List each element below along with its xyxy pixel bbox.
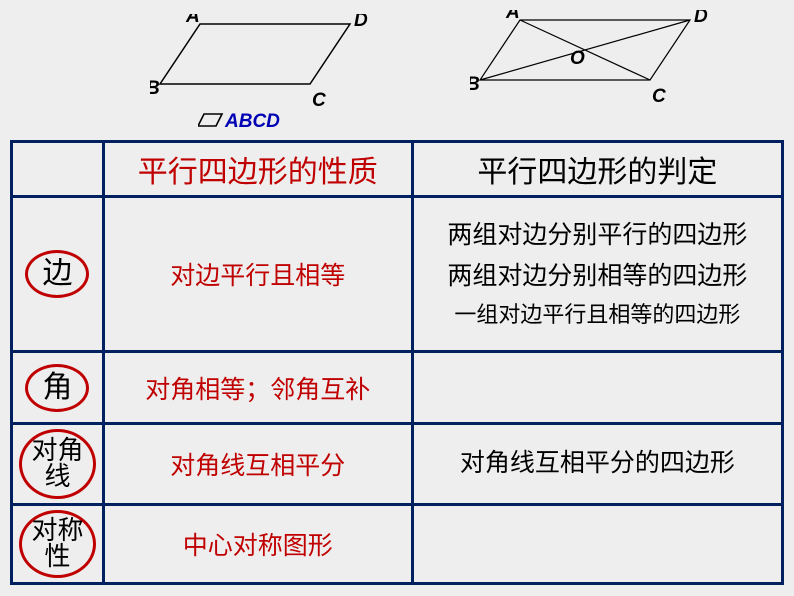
vertex-c-label: C: [312, 90, 326, 111]
vertex-b-label: B: [150, 78, 160, 99]
parallelogram-right: A B C D O: [470, 10, 730, 110]
vertex-d-label: D: [354, 14, 368, 31]
diagonal-label-cell: 对角线: [12, 424, 104, 505]
symmetry-property: 中心对称图形: [103, 505, 412, 584]
side-judge-3: 一组对边平行且相等的四边形: [420, 297, 775, 333]
vertex-b2-label: B: [470, 74, 480, 95]
angle-label-cell: 角: [12, 352, 104, 424]
side-judge-2: 两组对边分别相等的四边形: [420, 256, 775, 297]
header-judgment: 平行四边形的判定: [412, 142, 782, 197]
side-judge-1: 两组对边分别平行的四边形: [420, 215, 775, 256]
vertex-a2-label: A: [505, 10, 520, 23]
header-properties: 平行四边形的性质: [103, 142, 412, 197]
parallelogram-left: A B C D: [150, 14, 380, 114]
header-empty: [12, 142, 104, 197]
row-side: 边 对边平行且相等 两组对边分别平行的四边形 两组对边分别相等的四边形 一组对边…: [12, 197, 783, 352]
diagonal-label: 对角线: [19, 429, 96, 499]
properties-table: 平行四边形的性质 平行四边形的判定 边 对边平行且相等 两组对边分别平行的四边形…: [10, 140, 784, 585]
symmetry-label: 对称性: [19, 510, 96, 578]
center-o-label: O: [570, 48, 585, 69]
angle-judgment: [412, 352, 782, 424]
vertex-a-label: A: [185, 14, 200, 27]
diagonal-judgment: 对角线互相平分的四边形: [412, 424, 782, 505]
vertex-c2-label: C: [652, 86, 666, 107]
abcd-text: ABCD: [225, 111, 280, 133]
row-angle: 角 对角相等；邻角互补: [12, 352, 783, 424]
angle-label: 角: [25, 364, 89, 412]
header-row: 平行四边形的性质 平行四边形的判定: [12, 142, 783, 197]
angle-property: 对角相等；邻角互补: [103, 352, 412, 424]
row-symmetry: 对称性 中心对称图形: [12, 505, 783, 584]
vertex-d2-label: D: [694, 10, 708, 27]
symmetry-label-cell: 对称性: [12, 505, 104, 584]
side-judgment: 两组对边分别平行的四边形 两组对边分别相等的四边形 一组对边平行且相等的四边形: [412, 197, 782, 352]
parallelogram-symbol-icon: [198, 112, 224, 130]
side-label: 边: [25, 250, 89, 298]
side-property: 对边平行且相等: [103, 197, 412, 352]
symmetry-judgment: [412, 505, 782, 584]
side-label-cell: 边: [12, 197, 104, 352]
diagonal-property: 对角线互相平分: [103, 424, 412, 505]
row-diagonal: 对角线 对角线互相平分 对角线互相平分的四边形: [12, 424, 783, 505]
diagrams-area: A B C D A B C D O ABCD: [0, 0, 794, 140]
